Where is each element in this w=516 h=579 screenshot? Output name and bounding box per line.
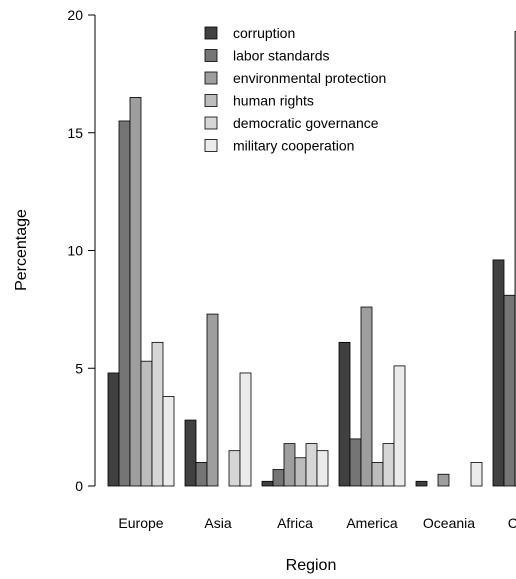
bar xyxy=(206,313,219,487)
bar xyxy=(415,480,428,487)
legend-label: democratic governance xyxy=(233,115,379,131)
bar xyxy=(118,120,131,487)
x-tick-label: Europe xyxy=(118,515,163,531)
y-tick-label: 15 xyxy=(67,125,83,141)
legend-swatch xyxy=(204,49,218,62)
legend-label: corruption xyxy=(233,25,295,41)
legend-label: human rights xyxy=(233,93,314,109)
x-tick-label: Asia xyxy=(204,515,231,531)
y-tick-label: 5 xyxy=(75,360,83,376)
bar xyxy=(283,443,296,487)
bar xyxy=(228,450,241,487)
bar xyxy=(151,341,164,487)
x-tick-label: Cross xyxy=(508,515,516,531)
bar xyxy=(371,462,384,487)
x-axis-title: Region xyxy=(286,557,337,574)
x-tick-label: Oceania xyxy=(423,515,475,531)
bar xyxy=(437,473,450,487)
bar xyxy=(162,396,175,487)
bar xyxy=(382,443,395,487)
x-tick-label: America xyxy=(346,515,398,531)
bar xyxy=(261,480,274,487)
bar xyxy=(184,419,197,487)
legend-swatch xyxy=(204,26,218,40)
y-tick-label: 0 xyxy=(75,478,83,494)
bar xyxy=(195,462,208,487)
legend-swatch xyxy=(204,71,218,85)
bar xyxy=(338,341,351,487)
bar xyxy=(305,443,318,487)
y-tick-label: 10 xyxy=(67,243,83,259)
bar xyxy=(107,372,120,487)
bar xyxy=(492,259,505,487)
bars-group xyxy=(107,31,516,487)
legend-label: environmental protection xyxy=(233,70,386,86)
legend-label: labor standards xyxy=(233,48,330,64)
y-axis-title: Percentage xyxy=(13,209,30,291)
x-axis-tick-labels: Europe Asia Africa America Oceania Cross xyxy=(118,515,516,531)
bar xyxy=(503,294,516,487)
bar xyxy=(129,97,142,487)
bar xyxy=(393,365,406,487)
legend-label: military cooperation xyxy=(233,138,354,154)
bar xyxy=(470,462,483,487)
bar xyxy=(272,469,285,487)
bar xyxy=(140,360,153,487)
legend-swatch xyxy=(204,94,218,107)
x-tick-label: Africa xyxy=(277,515,313,531)
y-tick-label: 20 xyxy=(67,7,83,23)
bar xyxy=(360,306,373,487)
y-axis: 0 5 10 15 20 xyxy=(67,7,96,494)
bar xyxy=(316,450,329,487)
legend: corruption labor standards environmental p… xyxy=(204,25,386,154)
bar xyxy=(239,372,252,487)
legend-swatch xyxy=(204,116,218,130)
bar xyxy=(349,438,362,487)
legend-swatch xyxy=(204,139,218,152)
bar xyxy=(294,457,307,487)
